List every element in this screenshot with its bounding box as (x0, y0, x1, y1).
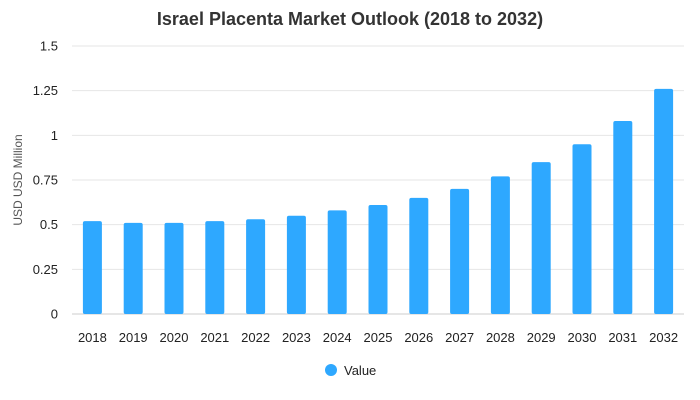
y-tick-label: 0.25 (33, 262, 58, 277)
x-tick-label: 2019 (119, 330, 148, 345)
x-tick-label: 2032 (649, 330, 678, 345)
bar-2023[interactable] (286, 215, 306, 314)
bar-2020[interactable] (164, 222, 184, 314)
bar-2031[interactable] (613, 121, 633, 314)
x-tick-label: 2029 (527, 330, 556, 345)
bar-2029[interactable] (531, 162, 551, 314)
x-tick-label: 2026 (404, 330, 433, 345)
y-tick-label: 0 (51, 307, 58, 322)
bar-2025[interactable] (368, 205, 388, 314)
x-tick-label: 2021 (200, 330, 229, 345)
y-tick-label: 1.25 (33, 83, 58, 98)
bars (82, 88, 674, 314)
y-tick-label: 1.5 (40, 39, 58, 54)
chart-title: Israel Placenta Market Outlook (2018 to … (157, 9, 543, 29)
x-tick-label: 2030 (568, 330, 597, 345)
bar-2028[interactable] (490, 176, 510, 314)
x-tick-label: 2020 (160, 330, 189, 345)
x-tick-label: 2023 (282, 330, 311, 345)
x-tick-label: 2028 (486, 330, 515, 345)
x-tick-label: 2024 (323, 330, 352, 345)
bar-2021[interactable] (205, 221, 225, 314)
bar-2030[interactable] (572, 144, 592, 314)
legend-label: Value (344, 363, 376, 378)
y-axis-label: USD USD Million (11, 134, 25, 225)
bar-2019[interactable] (123, 222, 143, 314)
y-axis-ticks: 0 0.25 0.5 0.75 1 1.25 1.5 (33, 39, 58, 322)
x-tick-label: 2027 (445, 330, 474, 345)
x-tick-label: 2018 (78, 330, 107, 345)
x-axis-ticks: 2018 2019 2020 2021 2022 2023 2024 2025 2026 2027… (78, 330, 678, 345)
y-tick-label: 0.5 (40, 217, 58, 232)
x-tick-label: 2025 (364, 330, 393, 345)
bar-2018[interactable] (82, 221, 102, 314)
y-tick-label: 1 (51, 128, 58, 143)
legend[interactable]: Value (325, 363, 376, 378)
y-tick-label: 0.75 (33, 173, 58, 188)
bar-2027[interactable] (450, 188, 470, 314)
bar-2024[interactable] (327, 210, 347, 314)
bar-2022[interactable] (246, 219, 266, 314)
x-tick-label: 2022 (241, 330, 270, 345)
legend-marker (325, 364, 337, 376)
bar-2032[interactable] (654, 88, 674, 314)
bar-2026[interactable] (409, 197, 429, 314)
x-tick-label: 2031 (608, 330, 637, 345)
